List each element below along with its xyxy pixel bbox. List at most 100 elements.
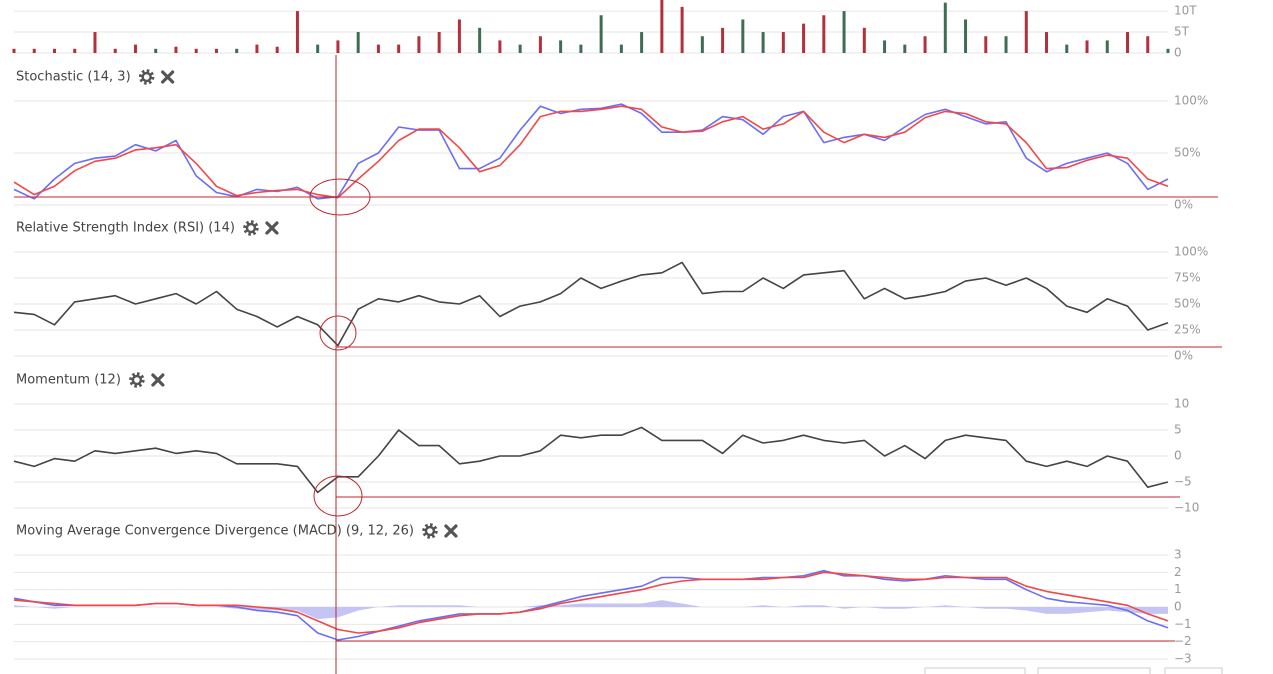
y-tick-label: 75% [1174,271,1201,285]
y-tick-label: 0% [1174,349,1193,363]
y-tick-label: −3 [1174,652,1192,666]
panel-title: Momentum (12) [16,373,121,388]
y-tick-label: −10 [1174,501,1199,515]
annotations [14,55,1222,674]
volume-bar [1166,48,1170,53]
y-tick-label: 25% [1174,323,1201,337]
button[interactable] [924,667,1026,674]
volume-bars [12,0,1170,54]
gear-teeth [243,220,259,236]
volume-bar [1004,36,1008,53]
y-tick-label: 50% [1174,297,1201,311]
panel-title: Stochastic (14, 3) [16,70,131,85]
volume-bar [336,40,340,53]
volume-bar [680,6,684,53]
volume-bar [214,48,218,53]
volume-bar [356,32,360,53]
annotation-ellipse [313,475,363,517]
volume-bar [316,44,320,53]
volume-bar [498,40,502,53]
volume-bar [397,44,401,53]
volume-bar [32,48,36,53]
gear-icon[interactable] [422,523,438,539]
close-icon[interactable] [161,70,175,84]
volume-bar [741,19,745,53]
volume-bar [721,27,725,53]
button[interactable] [1037,667,1151,674]
gear-teeth [138,69,155,85]
volume-bar [640,32,644,53]
volume-bar [437,32,441,53]
volume-bar [1045,32,1049,53]
volume-bar [842,11,846,54]
volume-bar [538,36,542,53]
close-icon[interactable] [265,221,279,235]
panel-title: Moving Average Convergence Divergence (M… [16,524,414,539]
volume-bar [52,48,56,53]
volume-bar [619,44,623,53]
volume-bar [579,44,583,53]
volume-bar [12,48,16,53]
volume-bar [1085,40,1089,53]
volume-bar [1146,36,1150,53]
volume-bar [761,32,765,53]
y-tick-label: 5 [1174,423,1182,437]
volume-bar [93,32,97,53]
gear-icon[interactable] [129,372,145,388]
close-cross [151,373,165,387]
volume-bar [255,44,259,53]
volume-bar [376,44,380,53]
volume-bar [235,48,239,53]
volume-bar [194,48,198,53]
y-tick-label: 100% [1174,245,1208,259]
gear-teeth [129,372,145,388]
annotation-ellipse [319,315,357,351]
y-tick-label: 0 [1174,449,1182,463]
y-tick-label: 100% [1174,94,1208,108]
close-icon[interactable] [151,373,165,387]
volume-bar [781,32,785,53]
indicator-line [13,103,1169,200]
volume-bar [822,15,826,53]
close-cross [265,221,279,235]
volume-bar [133,44,137,53]
volume-bar [599,15,603,53]
volume-bar [700,36,704,53]
y-tick-label: −2 [1174,634,1192,648]
bottom-buttons [924,667,1223,674]
volume-bar [964,19,968,53]
gear-icon[interactable] [243,220,259,236]
close-cross [161,70,175,84]
y-tick-label: 10T [1174,4,1197,18]
volume-bar [984,36,988,53]
indicator-line [13,426,1169,494]
y-tick-label: 5T [1174,25,1190,39]
volume-bar [295,11,299,54]
annotation-ellipse [309,178,371,216]
y-tick-label: −5 [1174,475,1192,489]
volume-bar [802,23,806,53]
volume-bar [1105,40,1109,53]
volume-bar [174,46,178,53]
volume-bar [903,44,907,53]
volume-bar [1126,32,1130,53]
gear-teeth [422,523,438,539]
gear-icon[interactable] [138,69,155,85]
volume-bar [457,19,461,53]
indicator-line [13,105,1169,199]
gear-body [245,222,257,234]
close-icon[interactable] [444,524,458,538]
button[interactable] [1164,667,1223,674]
panel-title: Relative Strength Index (RSI) (14) [16,221,235,236]
volume-bar [883,40,887,53]
volume-bar [478,27,482,53]
mark-layer [12,0,1170,641]
y-tick-label: 0% [1174,198,1193,212]
y-tick-label: 10 [1174,397,1189,411]
y-tick-label: 2 [1174,565,1182,579]
indicator-line [13,571,1169,634]
histogram-area [14,600,1168,620]
y-tick-label: 0 [1174,600,1182,614]
